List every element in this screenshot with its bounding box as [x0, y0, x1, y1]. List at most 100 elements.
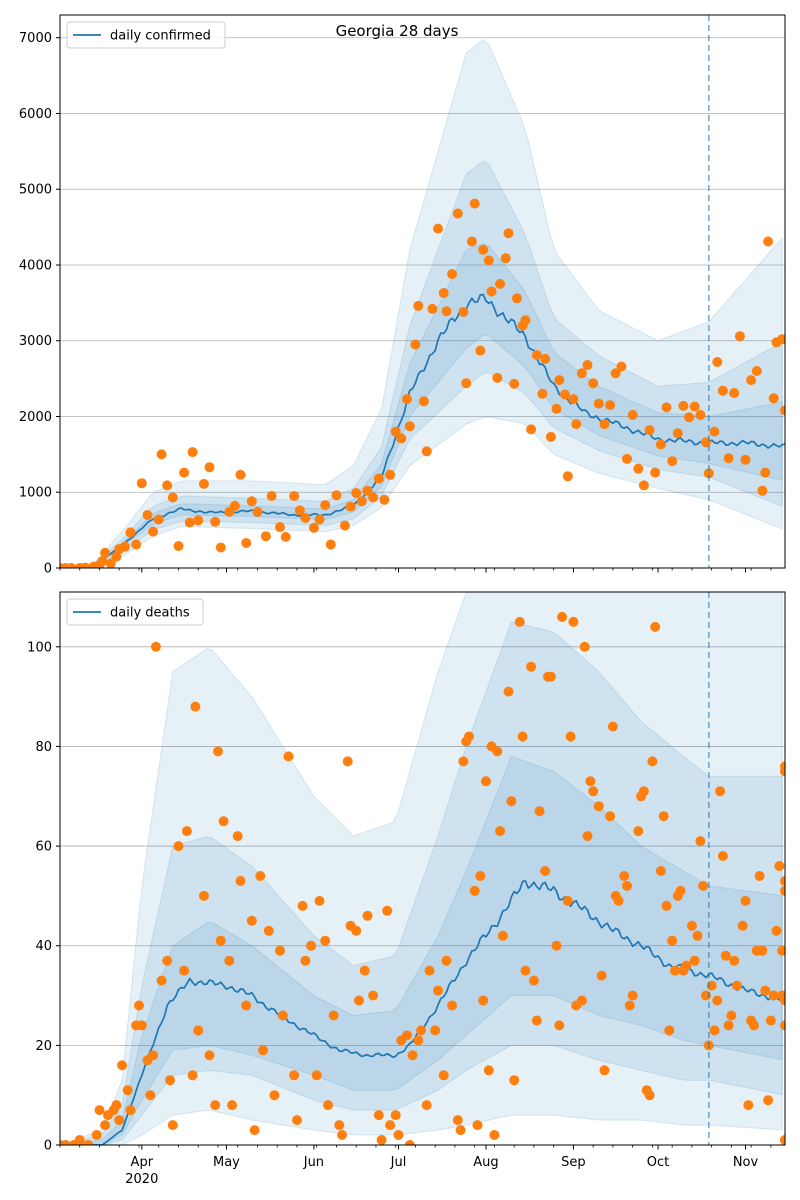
axes-frame [59, 14, 786, 569]
y-tick-label: 0 [44, 1139, 52, 1154]
data-point [275, 945, 285, 956]
data-point [672, 428, 683, 439]
data-point [560, 389, 570, 400]
data-point [187, 447, 198, 458]
data-point [531, 1015, 542, 1026]
data-point [289, 1070, 300, 1081]
data-point [720, 950, 731, 961]
confidence-band-2 [60, 160, 783, 568]
data-point [376, 1135, 387, 1145]
data-point [596, 970, 607, 981]
data-point [588, 786, 599, 797]
data-point [241, 538, 252, 548]
data-point [655, 866, 666, 876]
y-tick-label: 0 [44, 562, 52, 577]
x-tick-label: May [213, 1155, 240, 1170]
data-point [198, 478, 209, 489]
data-point [300, 513, 311, 523]
data-point [500, 253, 511, 264]
data-point [74, 1135, 85, 1145]
data-point [66, 563, 77, 568]
data-point [495, 826, 506, 837]
y-tick-label: 6000 [19, 107, 52, 122]
data-point [156, 975, 167, 986]
data-point [187, 1070, 198, 1081]
legend-box [66, 598, 204, 626]
data-point [294, 505, 305, 516]
data-point [148, 526, 159, 537]
data-point [647, 756, 658, 767]
data-point [551, 403, 562, 414]
data-point [774, 861, 785, 871]
data-point [675, 885, 686, 896]
data-point [780, 1135, 785, 1145]
data-point [469, 885, 480, 896]
data-point [438, 288, 449, 298]
data-point [492, 746, 503, 757]
data-point [252, 506, 263, 517]
data-point [599, 1065, 610, 1076]
deaths-panel: 0 20 40 60 80 100 Apr 2020 May Jun Jul Aug Sep Oct Nov… [27, 591, 786, 1187]
data-point [644, 1090, 655, 1101]
data-point [777, 334, 785, 345]
data-point [638, 786, 649, 797]
data-point [430, 1025, 441, 1036]
data-point [557, 611, 568, 622]
data-point [661, 900, 672, 911]
data-point [136, 478, 147, 489]
x-tick-label: Jun [303, 1155, 324, 1170]
data-point [246, 915, 257, 926]
data-point [373, 1110, 384, 1121]
data-point [424, 965, 435, 976]
data-point [235, 469, 246, 480]
data-point [181, 826, 192, 837]
data-point [297, 900, 308, 911]
data-point [314, 514, 325, 525]
data-point [681, 960, 692, 971]
legend: daily deaths [66, 598, 204, 626]
data-point [695, 836, 706, 847]
data-point [605, 400, 616, 411]
data-point [780, 766, 785, 777]
data-point [534, 806, 545, 817]
data-point [402, 1030, 412, 1041]
data-point [483, 1065, 494, 1076]
data-point [568, 616, 579, 627]
y-tick-label: 3000 [19, 334, 52, 349]
data-point [610, 368, 621, 379]
data-point [373, 473, 384, 484]
data-point [760, 467, 771, 478]
data-point [210, 516, 221, 527]
data-point [723, 1020, 734, 1031]
data-point [650, 467, 661, 478]
x-tick-label: Jul [390, 1155, 407, 1170]
data-point [311, 1070, 322, 1081]
data-point [229, 500, 240, 511]
data-point [111, 1100, 122, 1111]
data-point [658, 811, 669, 822]
data-point [134, 1000, 144, 1011]
data-point [193, 1025, 204, 1036]
data-point [402, 394, 412, 405]
y-tick-label: 100 [27, 640, 52, 655]
data-point [179, 467, 190, 478]
y-tick-label: 7000 [19, 31, 52, 46]
data-point [667, 935, 678, 946]
data-point [503, 686, 514, 697]
data-point [342, 756, 353, 767]
data-point [729, 955, 740, 966]
data-point [698, 880, 709, 891]
data-point [368, 492, 379, 503]
data-point [145, 1090, 156, 1101]
data-point [526, 661, 537, 672]
data-point [438, 1070, 449, 1081]
data-point [579, 641, 590, 652]
data-point [768, 393, 779, 404]
data-point [740, 895, 751, 906]
data-point [689, 401, 700, 412]
x-tick-label: Aug [473, 1155, 498, 1170]
data-point [777, 945, 785, 956]
data-point [633, 463, 644, 474]
data-point [100, 547, 111, 558]
data-point [509, 378, 520, 389]
